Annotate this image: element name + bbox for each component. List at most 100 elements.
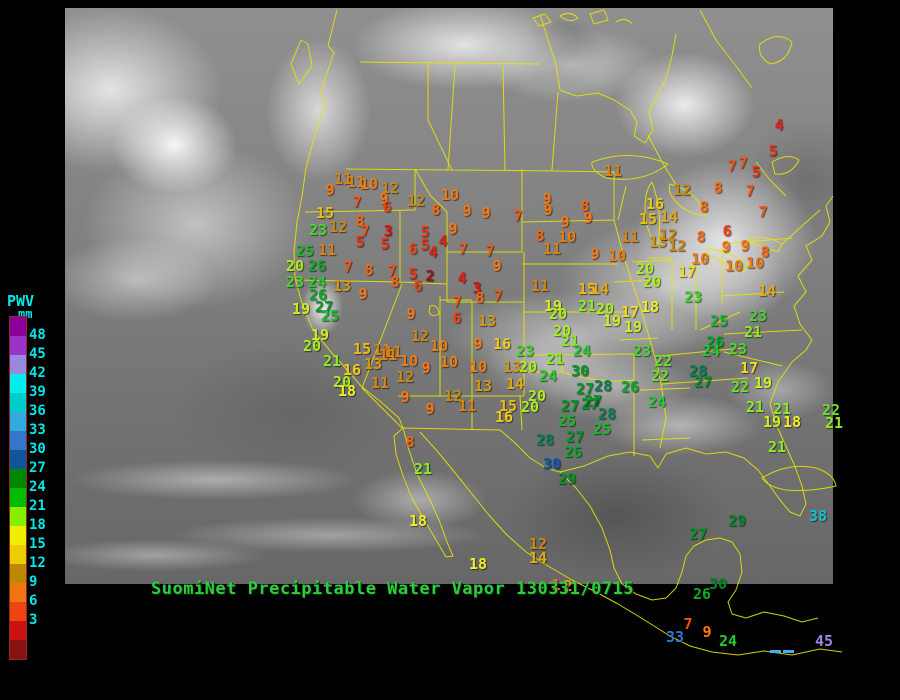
legend-title: PWV [7, 292, 35, 310]
station-value: 27 [565, 428, 585, 447]
station-value: 9 [406, 305, 416, 324]
dash-mark [770, 650, 781, 653]
station-value: 9 [358, 285, 368, 304]
station-value: 11 [530, 277, 550, 296]
station-value: 27 [688, 525, 708, 544]
station-value: 21 [767, 438, 787, 457]
legend-swatch [10, 393, 26, 412]
station-value: 8 [431, 201, 441, 220]
station-value: 9 [425, 400, 435, 419]
station-value: 8 [580, 197, 590, 216]
station-value: 9 [543, 201, 553, 220]
station-value: 11 [333, 170, 353, 189]
station-value: 16 [492, 335, 512, 354]
station-value: 23 [683, 288, 703, 307]
station-value: 6 [722, 222, 732, 241]
station-value: 21 [322, 352, 342, 371]
station-value: 5 [408, 265, 418, 284]
station-value: 9 [462, 202, 472, 221]
station-value: 8 [355, 212, 365, 231]
station-value: 7 [683, 615, 693, 634]
station-value: 25 [557, 412, 577, 431]
station-value: 30 [542, 455, 562, 474]
station-value: 12 [328, 218, 348, 237]
station-value: 20 [527, 387, 547, 406]
legend-label: 3 [29, 612, 38, 628]
station-value: 20 [635, 260, 655, 279]
legend-label: 30 [29, 441, 46, 457]
station-value: 10 [440, 186, 460, 205]
station-value: 10 [745, 254, 765, 273]
station-value: 28 [688, 362, 708, 381]
station-value: 11 [372, 341, 392, 360]
atlantic-coast [769, 195, 834, 405]
legend-label: 45 [29, 346, 46, 362]
station-value: 6 [382, 198, 392, 217]
station-value: 20 [548, 305, 568, 324]
station-value: 11 [457, 397, 477, 416]
station-value: 15 [638, 210, 658, 229]
legend-label: 6 [29, 593, 38, 609]
station-value: 19 [762, 413, 782, 432]
station-value: 9 [721, 238, 731, 257]
station-value: 3 [472, 279, 482, 298]
station-value: 20 [332, 373, 352, 392]
station-value: 28 [593, 377, 613, 396]
station-value: 33 [665, 628, 685, 647]
station-value: 19 [310, 326, 330, 345]
legend-swatch [10, 526, 26, 545]
station-value: 9 [379, 190, 389, 209]
legend-label: 24 [29, 479, 46, 495]
station-value: 24 [538, 367, 558, 386]
station-value: 14 [528, 549, 548, 568]
station-value: 21 [743, 323, 763, 342]
vancouver-island [290, 39, 313, 85]
station-value: 4 [438, 232, 448, 251]
legend-swatch [10, 488, 26, 507]
station-value: 19 [602, 312, 622, 331]
legend-label: 39 [29, 384, 46, 400]
station-value: 20 [642, 273, 662, 292]
station-value: 9 [740, 237, 750, 256]
station-value: 28 [597, 405, 617, 424]
station-value: 27 [693, 373, 713, 392]
station-value: 10 [607, 247, 627, 266]
station-value: 8 [364, 261, 374, 280]
gulf-coast [559, 403, 807, 517]
station-value: 24 [718, 632, 738, 651]
station-value: 29 [557, 470, 577, 489]
station-value: 20 [518, 358, 538, 377]
station-value: 20 [595, 300, 615, 319]
station-value: 38 [808, 507, 828, 526]
station-value: 19 [291, 300, 311, 319]
station-value: 7 [458, 240, 468, 259]
station-value: 14 [659, 208, 679, 227]
station-value: 26 [307, 257, 327, 276]
station-value: 10 [690, 250, 710, 269]
legend-label: 12 [29, 555, 46, 571]
lake-ontario [749, 236, 783, 253]
station-value: 26 [308, 286, 328, 305]
station-value: 13 [332, 277, 352, 296]
legend-swatches [9, 316, 27, 660]
station-value: 11 [620, 228, 640, 247]
nova-scotia [771, 156, 800, 175]
station-value: 12 [395, 368, 415, 387]
station-value: 9 [421, 359, 431, 378]
satellite-image [65, 8, 833, 584]
station-value: 8 [475, 289, 485, 308]
station-value: 24 [647, 393, 667, 412]
station-value: 17 [677, 263, 697, 282]
legend-label: 42 [29, 365, 46, 381]
state-borders [293, 168, 803, 456]
station-value: 27 [314, 298, 334, 317]
station-value: 19 [543, 297, 563, 316]
station-value: 14 [590, 280, 610, 299]
station-value: 6 [408, 240, 418, 259]
station-value: 6 [413, 277, 423, 296]
station-value: 21 [824, 414, 844, 433]
station-value: 5 [380, 235, 390, 254]
legend-label: 48 [29, 327, 46, 343]
